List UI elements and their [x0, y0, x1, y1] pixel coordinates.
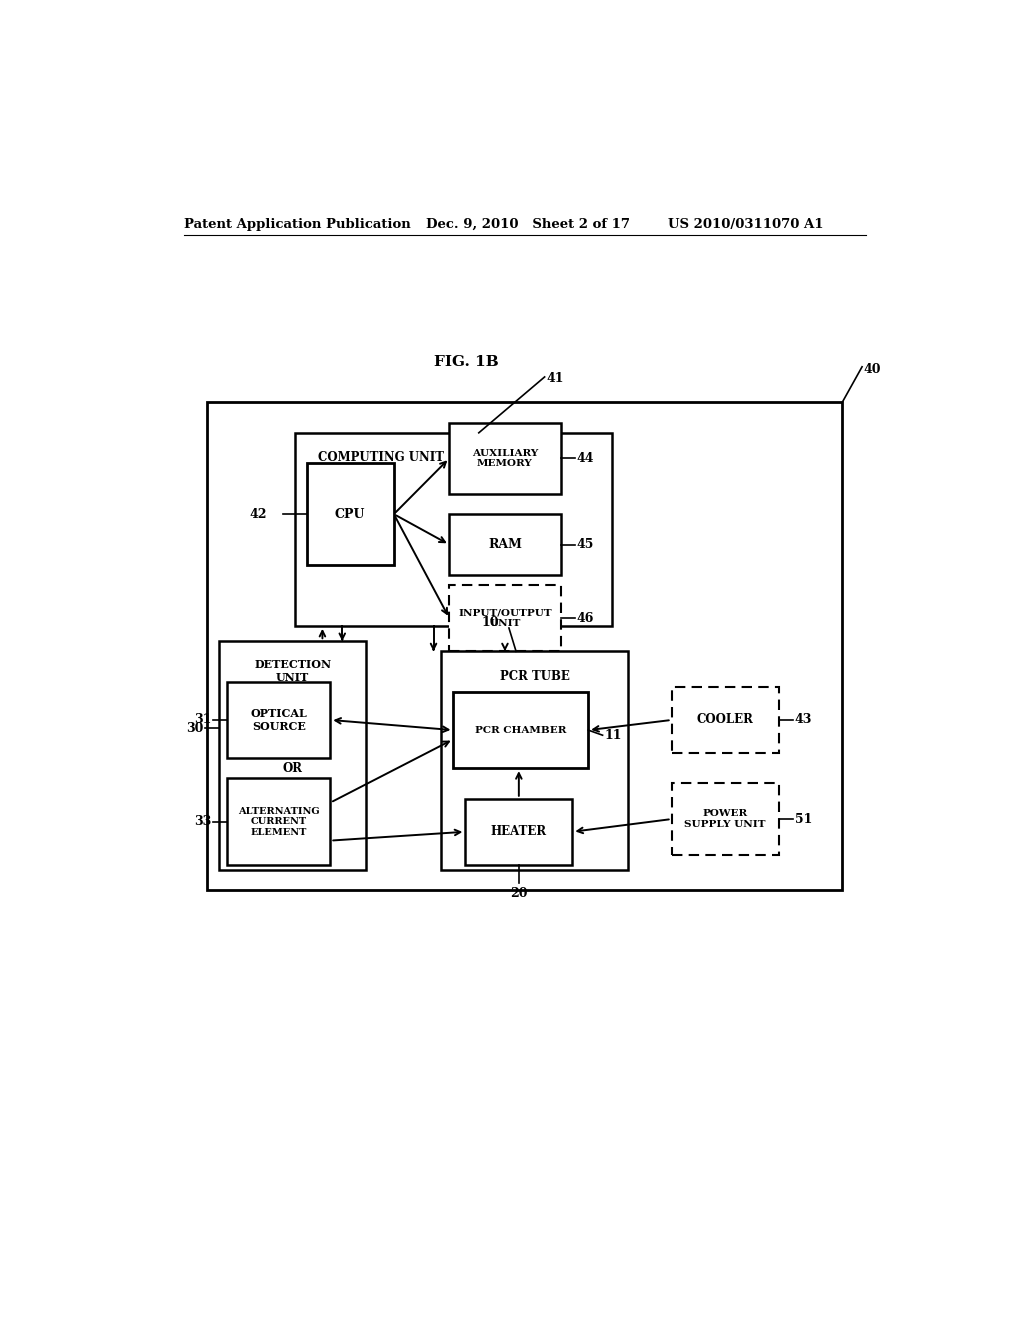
Text: 31: 31	[194, 714, 211, 726]
Bar	[450, 585, 560, 651]
Text: OR: OR	[283, 762, 303, 775]
Bar	[207, 403, 843, 890]
Text: CPU: CPU	[335, 508, 366, 520]
Text: RAM: RAM	[488, 539, 522, 552]
Text: 51: 51	[795, 813, 812, 825]
Text: 11: 11	[604, 729, 622, 742]
Text: INPUT/OUTPUT
UNIT: INPUT/OUTPUT UNIT	[458, 609, 552, 628]
Text: 30: 30	[186, 722, 204, 735]
Bar	[441, 651, 628, 870]
Bar	[465, 799, 572, 865]
Text: 43: 43	[795, 714, 812, 726]
Bar	[295, 433, 612, 626]
Text: 42: 42	[250, 508, 267, 520]
Bar	[306, 463, 394, 565]
Text: 45: 45	[577, 539, 594, 552]
Text: 10: 10	[482, 616, 500, 630]
Bar	[227, 779, 331, 865]
Text: 41: 41	[546, 372, 564, 385]
Text: FIG. 1B: FIG. 1B	[433, 355, 499, 368]
Text: PCR CHAMBER: PCR CHAMBER	[475, 726, 566, 735]
Text: PCR TUBE: PCR TUBE	[500, 669, 569, 682]
Text: COMPUTING UNIT: COMPUTING UNIT	[318, 451, 444, 465]
Text: DETECTION
UNIT: DETECTION UNIT	[254, 660, 331, 684]
Text: OPTICAL
SOURCE: OPTICAL SOURCE	[251, 708, 307, 731]
Bar	[450, 515, 560, 576]
Text: POWER
SUPPLY UNIT: POWER SUPPLY UNIT	[684, 809, 766, 829]
Text: 46: 46	[577, 612, 594, 624]
Text: Dec. 9, 2010   Sheet 2 of 17: Dec. 9, 2010 Sheet 2 of 17	[426, 218, 630, 231]
Bar	[454, 692, 588, 768]
Text: Patent Application Publication: Patent Application Publication	[183, 218, 411, 231]
Bar	[219, 642, 367, 870]
Bar	[672, 686, 779, 752]
Text: HEATER: HEATER	[490, 825, 547, 838]
Text: 33: 33	[195, 816, 211, 828]
Text: US 2010/0311070 A1: US 2010/0311070 A1	[668, 218, 823, 231]
Bar	[227, 682, 331, 758]
Text: COOLER: COOLER	[696, 714, 754, 726]
Bar	[672, 784, 779, 854]
Text: ALTERNATING
CURRENT
ELEMENT: ALTERNATING CURRENT ELEMENT	[238, 807, 319, 837]
Text: 20: 20	[510, 887, 527, 900]
Text: AUXILIARY
MEMORY: AUXILIARY MEMORY	[472, 449, 538, 467]
Text: 44: 44	[577, 451, 594, 465]
Text: 40: 40	[863, 363, 882, 376]
Bar	[450, 422, 560, 494]
